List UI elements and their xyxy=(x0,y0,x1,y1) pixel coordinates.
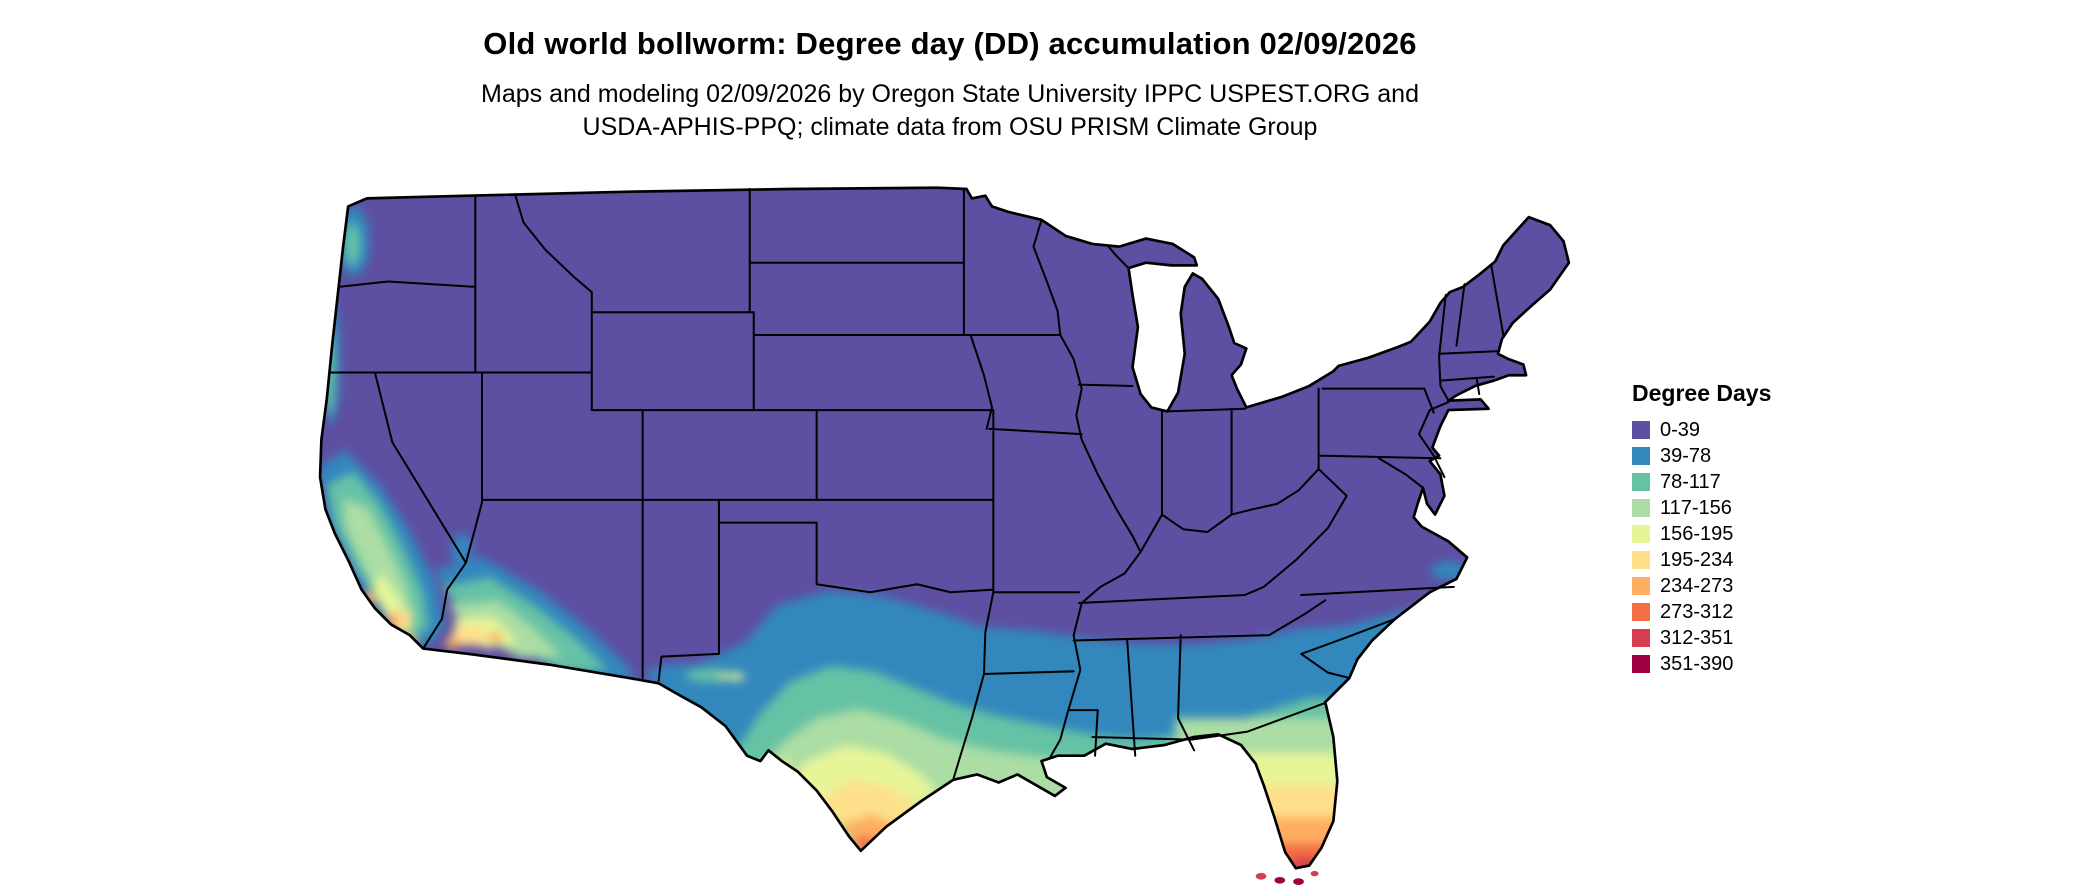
florida-keys-dot xyxy=(1255,872,1267,880)
map-title: Old world bollworm: Degree day (DD) accu… xyxy=(483,26,1417,61)
map-subtitle-line1: Maps and modeling 02/09/2026 by Oregon S… xyxy=(481,80,1419,108)
map-subtitle: Maps and modeling 02/09/2026 by Oregon S… xyxy=(0,78,1900,144)
legend-swatch-color xyxy=(1632,473,1650,491)
legend-item-label: 117-156 xyxy=(1660,496,1732,519)
legend-item: 0-39 xyxy=(1632,417,1771,443)
map-header: Old world bollworm: Degree day (DD) accu… xyxy=(0,0,1900,144)
legend-item-label: 78-117 xyxy=(1660,470,1721,493)
legend-swatch-color xyxy=(1632,577,1650,595)
legend-title: Degree Days xyxy=(1632,380,1772,406)
legend-item: 78-117 xyxy=(1632,469,1771,495)
legend-swatch-color xyxy=(1632,447,1650,465)
legend-item-label: 156-195 xyxy=(1660,522,1734,545)
legend-item-label: 312-351 xyxy=(1660,626,1734,649)
florida-keys-dot xyxy=(1310,870,1319,877)
florida-keys-dot xyxy=(1293,878,1304,885)
us-map-svg xyxy=(318,186,1571,885)
legend-swatch xyxy=(1632,421,1650,439)
florida-keys-dot xyxy=(1274,876,1286,884)
legend-item-label: 234-273 xyxy=(1660,574,1734,597)
legend-swatch-color xyxy=(1632,499,1650,517)
legend-swatch xyxy=(1632,551,1650,569)
patch-new-mexico-yellowgreen xyxy=(728,672,745,681)
patch-arizona-paleyellow xyxy=(451,624,487,646)
national-boundary xyxy=(318,186,1571,870)
state-boundaries xyxy=(328,188,1505,781)
legend-item: 195-234 xyxy=(1632,547,1771,573)
legend-item: 117-156 xyxy=(1632,495,1771,521)
legend-item: 156-195 xyxy=(1632,521,1771,547)
legend-item: 39-78 xyxy=(1632,443,1771,469)
band-region-273-312 xyxy=(852,837,1342,869)
us-degree-day-map xyxy=(308,185,1593,887)
legend-swatch xyxy=(1632,603,1650,621)
patch-socal-orange-2 xyxy=(386,613,401,625)
legend-swatch-color xyxy=(1632,629,1650,647)
legend-swatch xyxy=(1632,473,1650,491)
legend-swatch-color xyxy=(1632,655,1650,673)
legend-swatch xyxy=(1632,577,1650,595)
legend-item: 273-312 xyxy=(1632,599,1771,625)
legend-item-label: 0-39 xyxy=(1660,418,1701,441)
legend-swatch xyxy=(1632,629,1650,647)
legend-item-label: 351-390 xyxy=(1660,652,1734,675)
legend-swatch xyxy=(1632,447,1650,465)
legend-item-label: 273-312 xyxy=(1660,600,1734,623)
florida-keys xyxy=(1255,870,1319,885)
legend-item: 312-351 xyxy=(1632,625,1771,651)
legend: Degree Days 0-39 39-78 78-117 117-156 15… xyxy=(1632,380,1771,677)
legend-item: 234-273 xyxy=(1632,573,1771,599)
patch-arizona-yellowgreen xyxy=(452,616,520,649)
legend-swatch-color xyxy=(1632,603,1650,621)
patch-phoenix-orange xyxy=(488,632,503,644)
patch-puget-green xyxy=(344,222,361,266)
legend-swatch xyxy=(1632,525,1650,543)
legend-swatch-color xyxy=(1632,421,1650,439)
legend-swatch xyxy=(1632,655,1650,673)
legend-item-label: 195-234 xyxy=(1660,548,1734,571)
legend-swatch xyxy=(1632,499,1650,517)
patch-yuma-orange xyxy=(444,637,461,649)
legend-item: 351-390 xyxy=(1632,651,1771,677)
map-subtitle-line2: USDA-APHIS-PPQ; climate data from OSU PR… xyxy=(582,113,1318,141)
patch-new-mexico-paleyellow xyxy=(717,673,729,680)
legend-item-label: 39-78 xyxy=(1660,444,1712,467)
legend-swatch-color xyxy=(1632,551,1650,569)
legend-swatch-color xyxy=(1632,525,1650,543)
